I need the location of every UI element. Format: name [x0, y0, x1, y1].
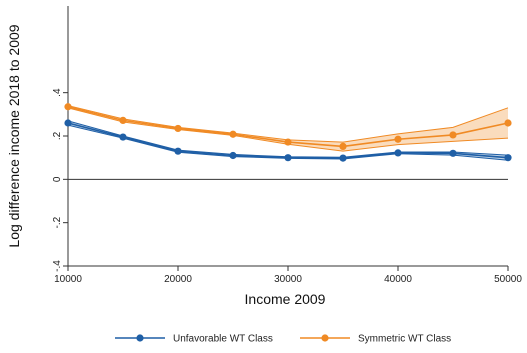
data-point: [339, 142, 347, 150]
data-point: [449, 149, 457, 157]
series-1: [64, 119, 512, 162]
legend-item-1: Unfavorable WT Class: [115, 334, 273, 345]
data-point: [119, 116, 127, 124]
data-point: [284, 154, 292, 162]
data-point: [284, 138, 292, 146]
x-axis-title: Income 2009: [245, 291, 326, 307]
series-layer: [64, 103, 512, 162]
data-point: [119, 133, 127, 141]
data-point: [64, 119, 72, 127]
data-point: [64, 103, 72, 111]
data-point: [504, 154, 512, 162]
legend-label: Symmetric WT Class: [358, 334, 451, 345]
legend-label: Unfavorable WT Class: [173, 334, 273, 345]
legend-item-2: Symmetric WT Class: [300, 334, 451, 345]
y-tick-label: .4: [52, 88, 63, 97]
x-tick-label: 10000: [54, 274, 82, 285]
y-tick-label: 0: [52, 176, 63, 182]
x-tick-label: 50000: [494, 274, 522, 285]
series-2: [64, 103, 512, 152]
x-tick-label: 40000: [384, 274, 412, 285]
y-tick-label: -.2: [52, 216, 63, 228]
data-point: [504, 119, 512, 127]
y-axis-title: Log difference income 2018 to 2009: [6, 24, 22, 247]
data-point: [394, 135, 402, 143]
data-point: [449, 131, 457, 139]
x-tick-label: 20000: [164, 274, 192, 285]
legend: Unfavorable WT Class Symmetric WT Class: [115, 334, 451, 345]
x-tick-label: 30000: [274, 274, 302, 285]
y-tick-label: -.4: [52, 260, 63, 272]
axes: -.4 -.2 0 .2 .4 10000 20000 30000 40000 50000: [52, 6, 522, 285]
data-point: [174, 147, 182, 155]
legend-marker: [321, 334, 329, 342]
data-point: [229, 151, 237, 160]
data-point: [394, 149, 402, 157]
data-point: [229, 130, 237, 138]
data-point: [339, 154, 347, 162]
data-point: [174, 124, 182, 133]
y-tick-label: .2: [52, 131, 63, 140]
legend-marker: [136, 334, 144, 342]
